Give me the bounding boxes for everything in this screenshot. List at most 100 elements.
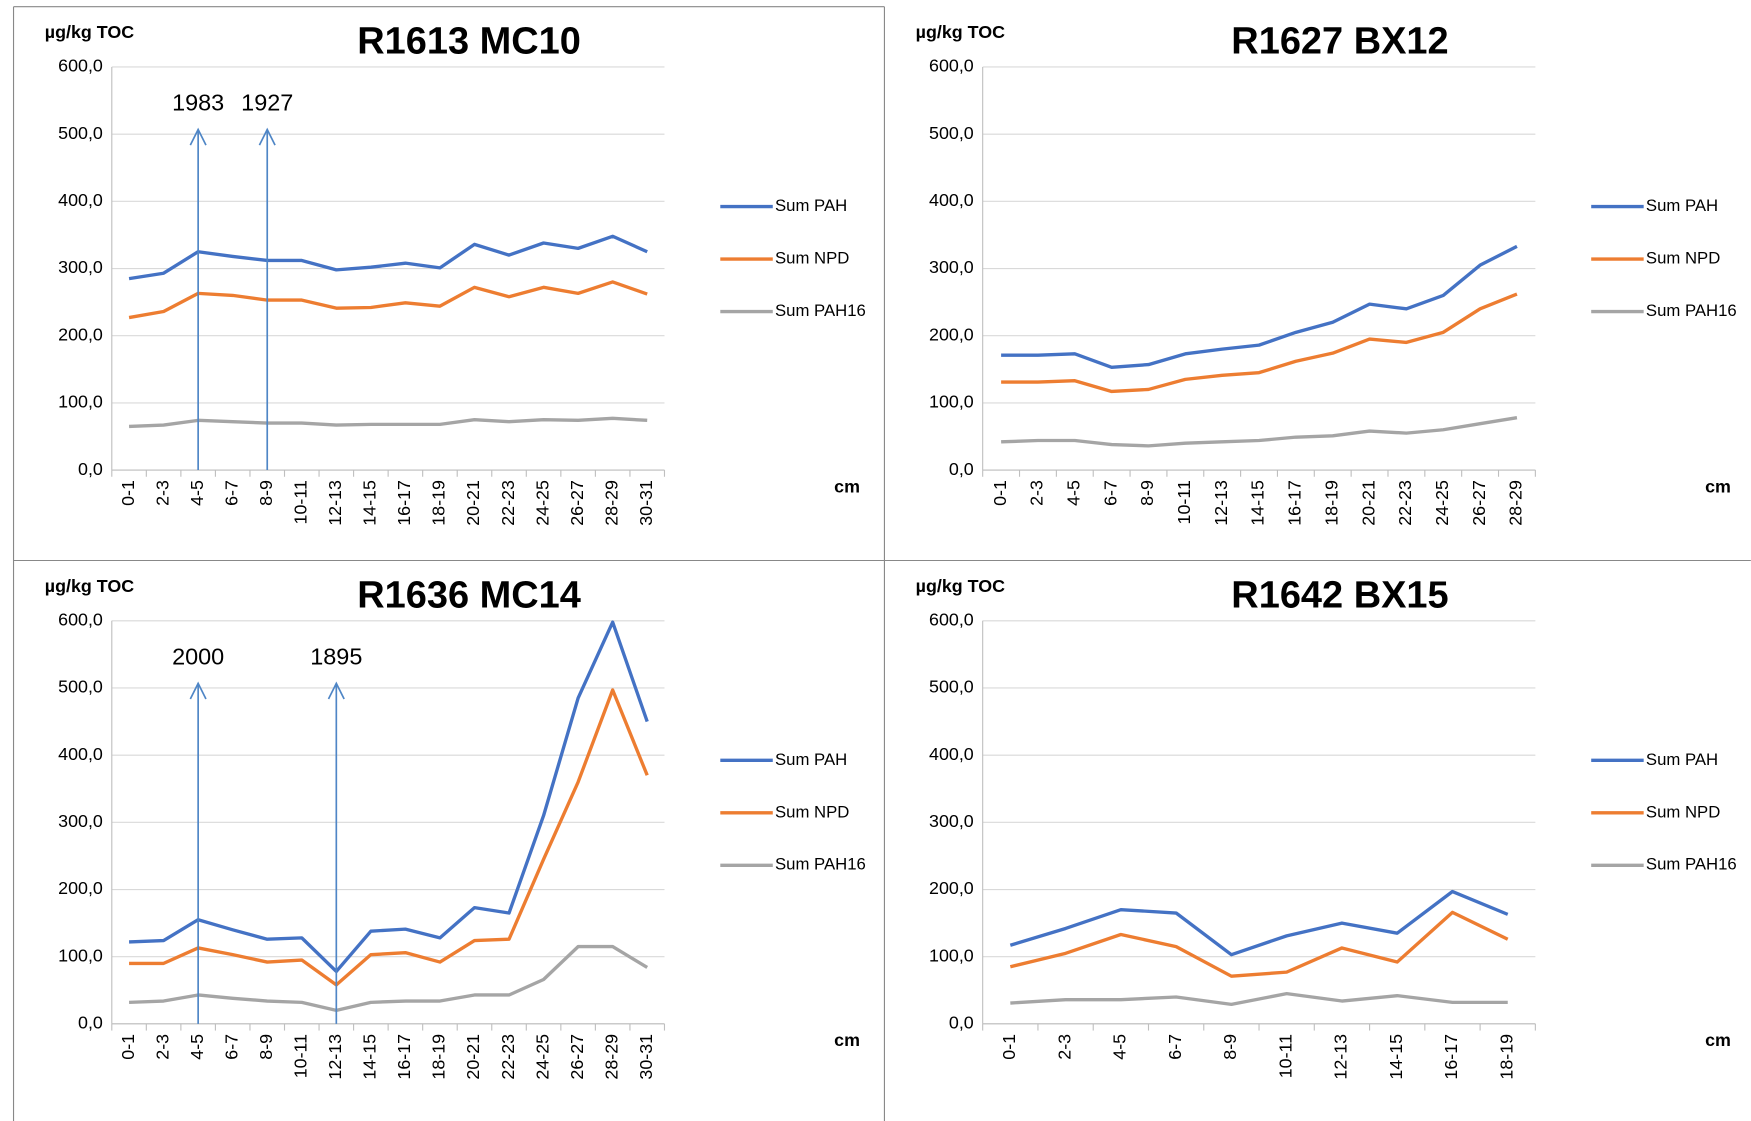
series-line — [1009, 910, 1509, 978]
y-tick-label: 400,0 — [929, 744, 974, 764]
annotation-arrowhead — [189, 681, 207, 700]
x-tick-label: 8-9 — [1137, 480, 1157, 506]
x-tick-label: 12-13 — [1331, 1034, 1351, 1080]
x-tick-label: 8-9 — [1220, 1034, 1240, 1060]
x-tick-label: 22-23 — [498, 1034, 518, 1080]
y-tick-label: 100,0 — [58, 945, 103, 965]
series-line — [1009, 889, 1509, 957]
x-tick-label: 18-19 — [429, 1034, 449, 1080]
y-axis-label: µg/kg TOC — [916, 576, 1005, 596]
y-tick-label: 600,0 — [929, 56, 974, 76]
legend-label: Sum NPD — [1646, 248, 1720, 267]
series-line — [1010, 991, 1508, 1007]
x-tick-label: 16-17 — [394, 480, 414, 526]
annotation-arrowhead — [258, 127, 276, 146]
series-line — [128, 944, 649, 1013]
x-axis-label: cm — [1705, 476, 1731, 496]
series-line — [128, 416, 648, 429]
x-tick-label: 24-25 — [532, 1034, 552, 1080]
legend-label: Sum NPD — [775, 802, 849, 821]
series-line — [1001, 244, 1518, 369]
annotation-label: 2000 — [172, 643, 224, 669]
x-tick-label: 14-15 — [360, 480, 380, 526]
x-tick-label: 20-21 — [1358, 480, 1378, 526]
x-tick-label: 16-17 — [1285, 480, 1305, 526]
legend-label: Sum PAH16 — [1646, 855, 1737, 874]
y-tick-label: 0,0 — [78, 459, 103, 479]
x-tick-label: 30-31 — [636, 480, 656, 526]
x-tick-label: 8-9 — [256, 480, 276, 506]
x-tick-label: 24-25 — [532, 480, 552, 526]
x-tick-label: 28-29 — [601, 1034, 621, 1080]
y-tick-label: 300,0 — [58, 811, 103, 831]
y-tick-label: 600,0 — [58, 610, 103, 630]
x-tick-label: 26-27 — [1469, 480, 1489, 526]
series-line — [128, 620, 649, 974]
x-tick-label: 2-3 — [1054, 1034, 1074, 1060]
annotation-arrowhead — [327, 681, 345, 700]
y-tick-label: 0,0 — [78, 1013, 103, 1033]
x-tick-label: 2-3 — [152, 480, 172, 506]
legend-label: Sum NPD — [775, 248, 849, 267]
series-line — [128, 234, 648, 281]
y-axis-label: µg/kg TOC — [916, 22, 1005, 42]
y-tick-label: 100,0 — [929, 392, 974, 412]
y-tick-label: 400,0 — [929, 190, 974, 210]
legend-label: Sum PAH16 — [775, 855, 866, 874]
y-tick-label: 500,0 — [929, 677, 974, 697]
y-tick-label: 200,0 — [58, 324, 103, 344]
y-tick-label: 100,0 — [929, 945, 974, 965]
x-tick-label: 22-23 — [498, 480, 518, 526]
x-axis-label: cm — [834, 1030, 860, 1050]
annotation-label: 1927 — [241, 90, 293, 116]
x-tick-label: 0-1 — [118, 1034, 138, 1060]
x-axis-label: cm — [834, 476, 860, 496]
x-tick-label: 0-1 — [118, 480, 138, 506]
x-tick-label: 8-9 — [256, 1034, 276, 1060]
chart-title: R1636 MC14 — [357, 574, 581, 616]
chart-panel: R1613 MC10 µg/kg TOC cm 0,0 100,0 200,0 300,0 4… — [45, 21, 866, 526]
x-tick-label: 16-17 — [1441, 1034, 1461, 1080]
series-line — [128, 280, 648, 320]
y-tick-label: 500,0 — [929, 123, 974, 143]
y-tick-label: 200,0 — [58, 878, 103, 898]
y-tick-label: 0,0 — [949, 1013, 974, 1033]
x-tick-label: 2-3 — [152, 1034, 172, 1060]
legend-label: Sum PAH — [775, 196, 847, 215]
x-tick-label: 6-7 — [221, 1034, 241, 1060]
x-tick-label: 16-17 — [394, 1034, 414, 1080]
chart-panel: R1627 BX12 µg/kg TOC cm 0,0 100,0 200,0 300,0 4… — [916, 21, 1737, 526]
y-tick-label: 0,0 — [949, 459, 974, 479]
annotation-arrowhead — [189, 127, 207, 146]
x-tick-label: 26-27 — [567, 1034, 587, 1080]
y-tick-label: 200,0 — [929, 324, 974, 344]
y-tick-label: 400,0 — [58, 744, 103, 764]
x-tick-label: 10-11 — [290, 1034, 310, 1078]
x-tick-label: 24-25 — [1432, 480, 1452, 526]
series-line — [129, 688, 649, 987]
x-tick-label: 10-11 — [1275, 1034, 1295, 1078]
y-tick-label: 300,0 — [58, 257, 103, 277]
x-tick-label: 12-13 — [325, 1034, 345, 1080]
series-line — [1001, 416, 1518, 448]
x-tick-label: 10-11 — [1174, 480, 1194, 524]
x-tick-label: 6-7 — [1100, 480, 1120, 506]
x-tick-label: 0-1 — [999, 1034, 1019, 1060]
x-tick-label: 30-31 — [636, 1034, 656, 1080]
x-tick-label: 4-5 — [1110, 1034, 1130, 1060]
x-tick-label: 14-15 — [1248, 480, 1268, 526]
x-tick-label: 4-5 — [187, 1034, 207, 1060]
y-tick-label: 600,0 — [929, 610, 974, 630]
x-tick-label: 14-15 — [1386, 1034, 1406, 1080]
y-axis-label: µg/kg TOC — [45, 576, 134, 596]
x-tick-label: 20-21 — [463, 480, 483, 526]
x-axis-label: cm — [1705, 1030, 1731, 1050]
x-tick-label: 2-3 — [1027, 480, 1047, 506]
chart-panel: R1642 BX15 µg/kg TOC cm 0,0 100,0 200,0 300,0 4… — [916, 574, 1737, 1079]
x-tick-label: 28-29 — [601, 480, 621, 526]
y-tick-label: 600,0 — [58, 56, 103, 76]
chart-title: R1642 BX15 — [1231, 574, 1448, 616]
y-tick-label: 300,0 — [929, 257, 974, 277]
annotation-label: 1895 — [310, 643, 362, 669]
